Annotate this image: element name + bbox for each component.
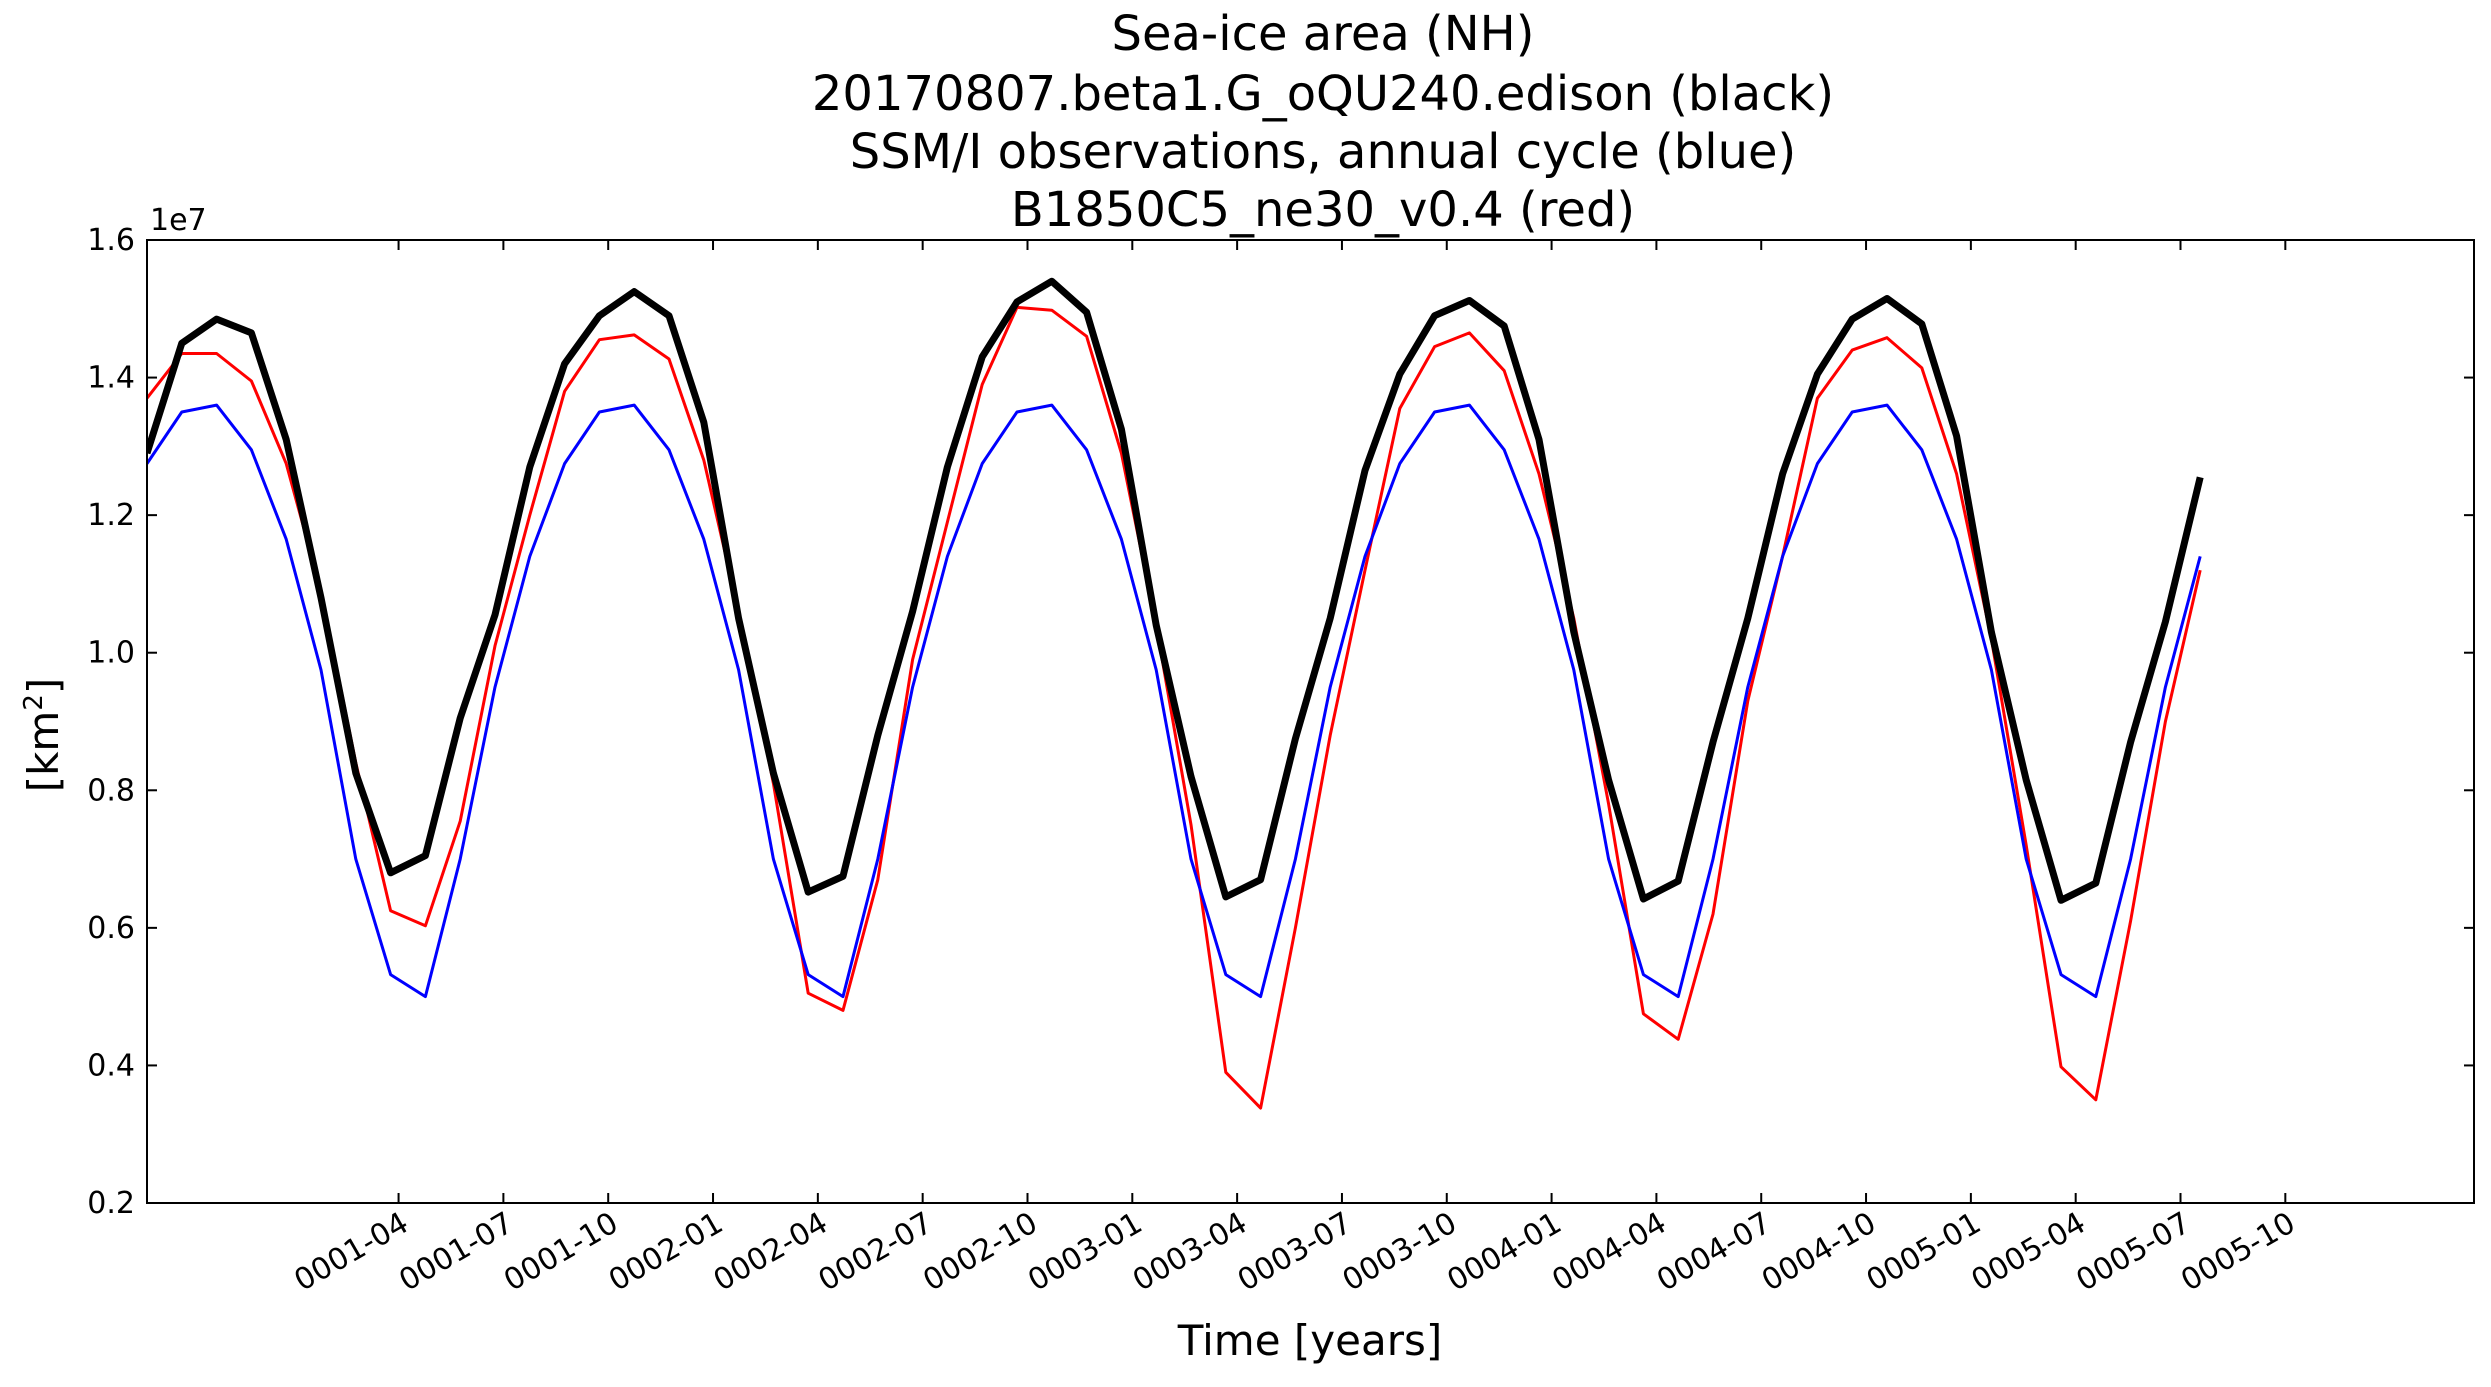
- x-tick-label: 0005-04: [1966, 1206, 2092, 1299]
- x-tick-label: 0004-10: [1756, 1206, 1882, 1299]
- y-tick-label: 0.4: [87, 1048, 135, 1083]
- x-tick-label: 0005-01: [1861, 1206, 1987, 1299]
- x-tick-label: 0004-01: [1442, 1206, 1568, 1299]
- y-tick-label: 1.2: [87, 498, 135, 533]
- plot-frame: [146, 239, 2475, 1204]
- svg-text:[km2]: [km2]: [19, 678, 68, 793]
- title-line-4: B1850C5_ne30_v0.4 (red): [1011, 182, 1635, 238]
- y-axis-label: [km2]: [19, 678, 68, 793]
- x-axis-label: Time [years]: [1177, 1316, 1443, 1365]
- chart-title: Sea-ice area (NH) 20170807.beta1.G_oQU24…: [812, 6, 1834, 238]
- y-axis-label-superscript: 2: [19, 694, 49, 711]
- series-line-1: [147, 403, 2202, 999]
- y-axis-label-close: ]: [19, 678, 68, 694]
- y-axis: 0.2 0.4 0.6 0.8 1.0 1.2 1.4 1.6: [87, 223, 2474, 1221]
- x-tick-label: 0005-07: [2070, 1206, 2196, 1299]
- title-line-2: 20170807.beta1.G_oQU240.edison (black): [812, 66, 1834, 122]
- x-tick-label: 0002-01: [603, 1206, 729, 1299]
- y-offset-label: 1e7: [150, 203, 207, 238]
- x-tick-label: 0004-04: [1546, 1206, 1672, 1299]
- y-tick-label: 0.8: [87, 773, 135, 808]
- y-tick-label: 0.6: [87, 911, 135, 946]
- x-tick-label: 0002-04: [708, 1206, 834, 1299]
- x-tick-label: 0004-07: [1651, 1206, 1777, 1299]
- x-tick-label: 0001-04: [289, 1206, 415, 1299]
- x-tick-label: 0002-07: [813, 1206, 939, 1299]
- x-axis: 0001-040001-070001-100002-010002-040002-…: [289, 240, 2301, 1299]
- x-tick-label: 0002-10: [917, 1206, 1043, 1299]
- y-tick-label: 0.2: [87, 1186, 135, 1221]
- y-tick-label: 1.0: [87, 636, 135, 671]
- x-tick-label: 0003-04: [1127, 1206, 1253, 1299]
- x-tick-label: 0003-07: [1232, 1206, 1358, 1299]
- title-line-3: SSM/I observations, annual cycle (blue): [850, 124, 1797, 180]
- x-tick-label: 0003-01: [1022, 1206, 1148, 1299]
- series-line-2: [147, 305, 2202, 1110]
- y-tick-label: 1.6: [87, 223, 135, 258]
- series-layer: [147, 277, 2204, 1110]
- x-tick-label: 0001-10: [498, 1206, 624, 1299]
- y-axis-label-main: [km: [19, 711, 68, 793]
- title-line-1: Sea-ice area (NH): [1112, 6, 1535, 62]
- series-line-0: [147, 277, 2204, 904]
- x-tick-label: 0001-07: [393, 1206, 519, 1299]
- x-tick-label: 0005-10: [2175, 1206, 2301, 1299]
- y-tick-label: 1.4: [87, 361, 135, 396]
- x-tick-label: 0003-10: [1337, 1206, 1463, 1299]
